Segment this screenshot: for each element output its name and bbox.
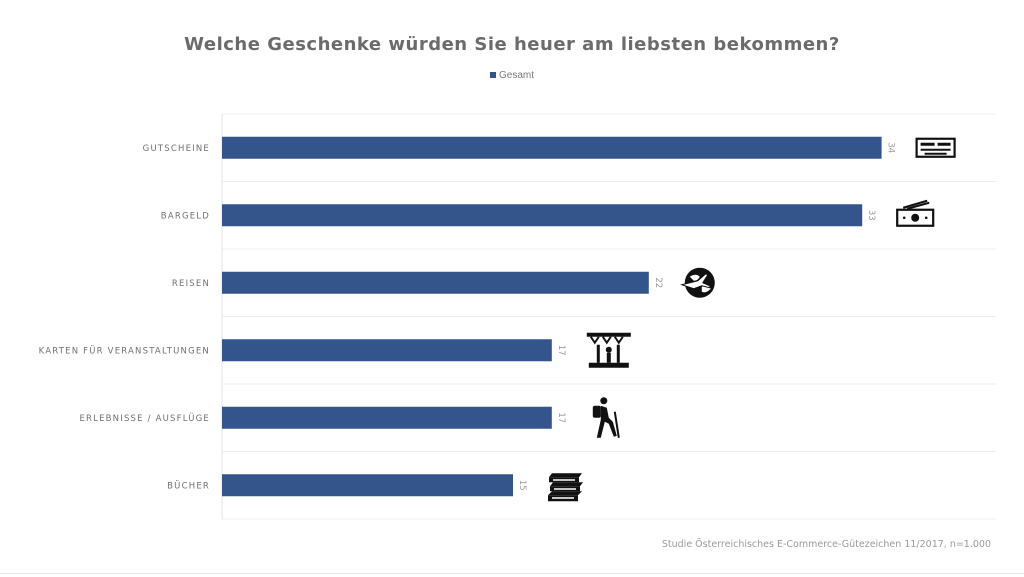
icons [548, 137, 956, 502]
bar [222, 271, 649, 294]
stage-icon [586, 332, 631, 368]
category-label: KARTEN FÜR VERANSTALTUNGEN [39, 345, 210, 356]
bar [222, 406, 552, 429]
bar [222, 474, 513, 497]
legend: Gesamt [0, 70, 1024, 81]
bottom-divider [0, 573, 1024, 574]
books-icon [548, 473, 583, 502]
category-label: GUTSCHEINE [143, 144, 210, 154]
voucher-icon [915, 137, 956, 158]
legend-label: Gesamt [498, 70, 534, 81]
value-label: 22 [653, 277, 663, 288]
globe-plane-icon [680, 267, 715, 298]
value-label: 33 [866, 210, 876, 221]
bar [222, 136, 882, 159]
category-label: BARGELD [161, 211, 210, 221]
hiker-icon [592, 397, 620, 438]
category-labels: GUTSCHEINE BARGELD REISEN KARTEN FÜR VERANS… [39, 144, 210, 492]
source-note: Studie Österreichisches E-Commerce-Gütez… [661, 539, 991, 550]
value-labels: 34 33 22 17 17 15 [517, 142, 896, 490]
category-label: REISEN [172, 279, 210, 289]
cash-icon [896, 199, 935, 227]
category-label: ERLEBNISSE / AUSFLÜGE [79, 413, 210, 424]
value-label: 15 [517, 480, 527, 491]
category-label: BÜCHER [167, 480, 210, 491]
bar [222, 204, 863, 227]
grid [221, 113, 996, 520]
bar [222, 339, 552, 362]
value-label: 17 [556, 345, 566, 356]
legend-swatch [489, 72, 496, 79]
value-label: 34 [886, 142, 896, 153]
bars [222, 136, 882, 497]
value-label: 17 [556, 412, 566, 423]
chart-title: Welche Geschenke würden Sie heuer am lie… [184, 34, 840, 55]
